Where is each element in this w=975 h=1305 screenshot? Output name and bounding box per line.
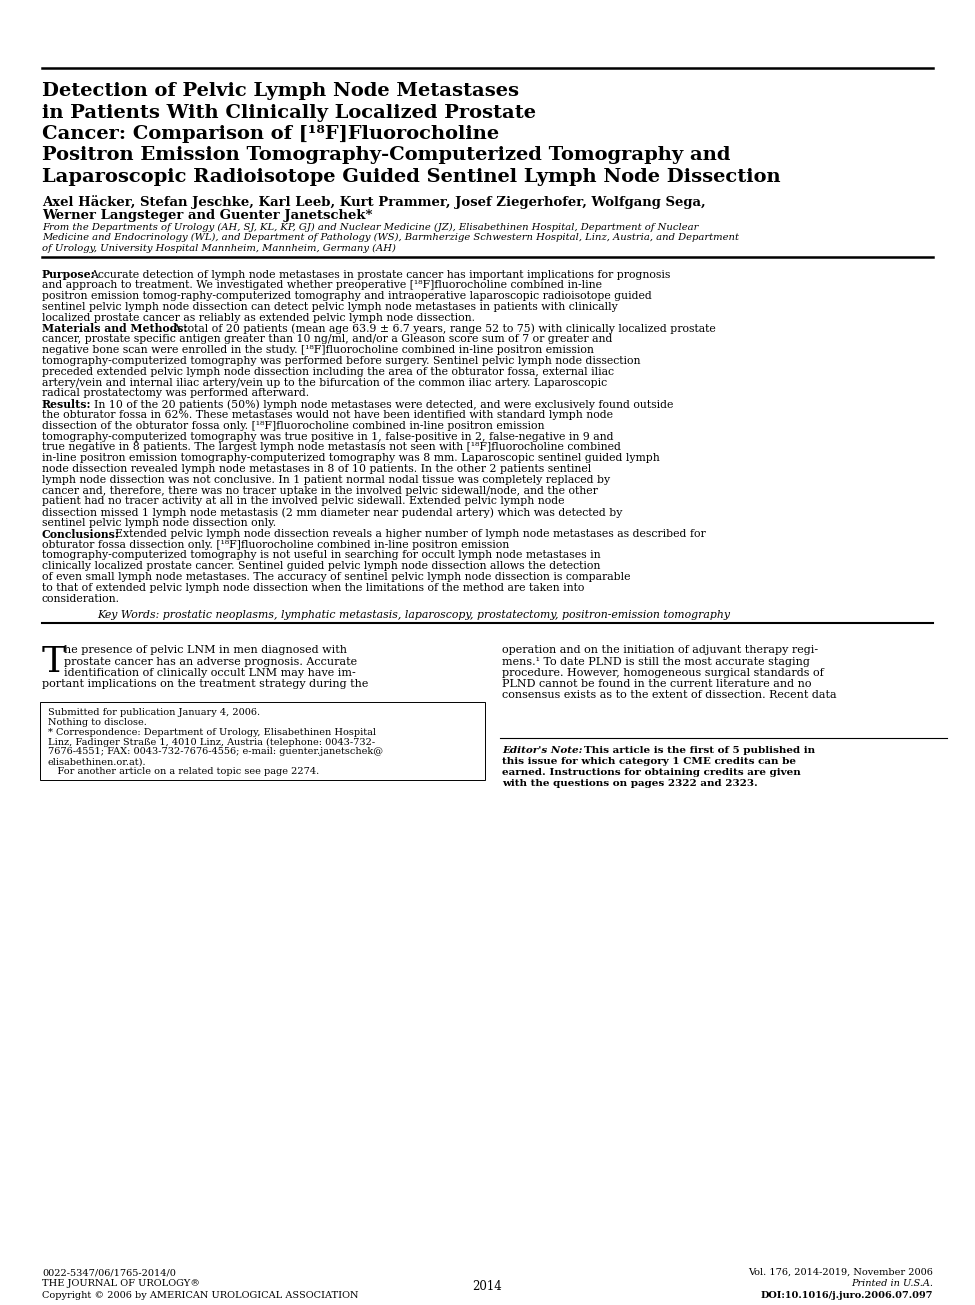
Text: prostate cancer has an adverse prognosis. Accurate: prostate cancer has an adverse prognosis… [64,656,357,667]
Text: 7676-4551; FAX: 0043-732-7676-4556; e-mail: guenter.janetschek@: 7676-4551; FAX: 0043-732-7676-4556; e-ma… [48,748,383,757]
Text: DOI:10.1016/j.juro.2006.07.097: DOI:10.1016/j.juro.2006.07.097 [760,1291,933,1300]
Text: positron emission tomog-raphy-computerized tomography and intraoperative laparos: positron emission tomog-raphy-computeriz… [42,291,651,301]
Text: Positron Emission Tomography-Computerized Tomography and: Positron Emission Tomography-Computerize… [42,146,730,164]
Text: with the questions on pages 2322 and 2323.: with the questions on pages 2322 and 232… [502,779,758,787]
Text: Accurate detection of lymph node metastases in prostate cancer has important imp: Accurate detection of lymph node metasta… [90,270,671,279]
Text: procedure. However, homogeneous surgical standards of: procedure. However, homogeneous surgical… [502,668,824,677]
Text: and approach to treatment. We investigated whether preoperative [¹⁸F]fluorocholi: and approach to treatment. We investigat… [42,281,602,290]
Text: tomography-computerized tomography is not useful in searching for occult lymph n: tomography-computerized tomography is no… [42,551,601,560]
Text: tomography-computerized tomography was true positive in 1, false-positive in 2, : tomography-computerized tomography was t… [42,432,613,441]
Text: preceded extended pelvic lymph node dissection including the area of the obturat: preceded extended pelvic lymph node diss… [42,367,614,377]
Text: Axel Häcker, Stefan Jeschke, Karl Leeb, Kurt Prammer, Josef Ziegerhofer, Wolfgan: Axel Häcker, Stefan Jeschke, Karl Leeb, … [42,196,706,209]
Text: radical prostatectomy was performed afterward.: radical prostatectomy was performed afte… [42,389,309,398]
Bar [40,702,485,780]
Text: Werner Langsteger and Guenter Janetschek*: Werner Langsteger and Guenter Janetschek… [42,209,372,222]
Text: earned. Instructions for obtaining credits are given: earned. Instructions for obtaining credi… [502,767,800,776]
Text: 2014: 2014 [473,1279,502,1292]
Text: of Urology, University Hospital Mannheim, Mannheim, Germany (AH): of Urology, University Hospital Mannheim… [42,244,396,253]
Text: of even small lymph node metastases. The accuracy of sentinel pelvic lymph node : of even small lymph node metastases. The… [42,572,631,582]
Text: A total of 20 patients (mean age 63.9 ± 6.7 years, range 52 to 75) with clinical: A total of 20 patients (mean age 63.9 ± … [172,324,716,334]
Text: In 10 of the 20 patients (50%) lymph node metastases were detected, and were exc: In 10 of the 20 patients (50%) lymph nod… [94,399,674,410]
Text: in Patients With Clinically Localized Prostate: in Patients With Clinically Localized Pr… [42,103,536,121]
Text: operation and on the initiation of adjuvant therapy regi-: operation and on the initiation of adjuv… [502,645,818,655]
Text: this issue for which category 1 CME credits can be: this issue for which category 1 CME cred… [502,757,796,766]
Text: Laparoscopic Radioisotope Guided Sentinel Lymph Node Dissection: Laparoscopic Radioisotope Guided Sentine… [42,168,781,187]
Text: lymph node dissection was not conclusive. In 1 patient normal nodal tissue was c: lymph node dissection was not conclusive… [42,475,610,484]
Text: Purpose:: Purpose: [42,270,96,281]
Text: consideration.: consideration. [42,594,120,603]
Text: cancer and, therefore, there was no tracer uptake in the involved pelvic sidewal: cancer and, therefore, there was no trac… [42,485,598,496]
Text: Printed in U.S.A.: Printed in U.S.A. [851,1279,933,1288]
Text: tomography-computerized tomography was performed before surgery. Sentinel pelvic: tomography-computerized tomography was p… [42,356,641,365]
Text: consensus exists as to the extent of dissection. Recent data: consensus exists as to the extent of dis… [502,690,837,699]
Text: PLND cannot be found in the current literature and no: PLND cannot be found in the current lite… [502,679,811,689]
Text: sentinel pelvic lymph node dissection only.: sentinel pelvic lymph node dissection on… [42,518,276,529]
Text: Copyright © 2006 by AMERICAN UROLOGICAL ASSOCIATION: Copyright © 2006 by AMERICAN UROLOGICAL … [42,1291,359,1300]
Text: mens.¹ To date PLND is still the most accurate staging: mens.¹ To date PLND is still the most ac… [502,656,810,667]
Text: For another article on a related topic see page 2274.: For another article on a related topic s… [48,767,319,776]
Text: Detection of Pelvic Lymph Node Metastases: Detection of Pelvic Lymph Node Metastase… [42,82,519,100]
Text: dissection missed 1 lymph node metastasis (2 mm diameter near pudendal artery) w: dissection missed 1 lymph node metastasi… [42,508,622,518]
Text: Nothing to disclose.: Nothing to disclose. [48,718,147,727]
Text: Materials and Methods:: Materials and Methods: [42,324,187,334]
Text: node dissection revealed lymph node metastases in 8 of 10 patients. In the other: node dissection revealed lymph node meta… [42,463,591,474]
Text: sentinel pelvic lymph node dissection can detect pelvic lymph node metastases in: sentinel pelvic lymph node dissection ca… [42,301,618,312]
Text: localized prostate cancer as reliably as extended pelvic lymph node dissection.: localized prostate cancer as reliably as… [42,313,475,322]
Text: Cancer: Comparison of [¹⁸F]Fluorocholine: Cancer: Comparison of [¹⁸F]Fluorocholine [42,125,499,144]
Text: dissection of the obturator fossa only. [¹⁸F]fluorocholine combined in-line posi: dissection of the obturator fossa only. … [42,420,544,431]
Text: Extended pelvic lymph node dissection reveals a higher number of lymph node meta: Extended pelvic lymph node dissection re… [115,529,706,539]
Text: From the Departments of Urology (AH, SJ, KL, KP, GJ) and Nuclear Medicine (JZ), : From the Departments of Urology (AH, SJ,… [42,222,698,231]
Text: Linz, Fadinger Straße 1, 4010 Linz, Austria (telephone: 0043-732-: Linz, Fadinger Straße 1, 4010 Linz, Aust… [48,737,375,746]
Text: in-line positron emission tomography-computerized tomography was 8 mm. Laparosco: in-line positron emission tomography-com… [42,453,660,463]
Text: obturator fossa dissection only. [¹⁸F]fluorocholine combined in-line positron em: obturator fossa dissection only. [¹⁸F]fl… [42,539,509,549]
Text: Submitted for publication January 4, 2006.: Submitted for publication January 4, 200… [48,709,260,718]
Text: Medicine and Endocrinology (WL), and Department of Pathology (WS), Barmherzige S: Medicine and Endocrinology (WL), and Dep… [42,234,739,243]
Text: negative bone scan were enrolled in the study. [¹⁸F]fluorocholine combined in-li: negative bone scan were enrolled in the … [42,345,594,355]
Text: portant implications on the treatment strategy during the: portant implications on the treatment st… [42,679,369,689]
Text: 0022-5347/06/1765-2014/0: 0022-5347/06/1765-2014/0 [42,1268,176,1278]
Text: Conclusions:: Conclusions: [42,529,120,540]
Text: Results:: Results: [42,399,92,410]
Text: true negative in 8 patients. The largest lymph node metastasis not seen with [¹⁸: true negative in 8 patients. The largest… [42,442,621,453]
Text: T: T [42,645,66,680]
Text: patient had no tracer activity at all in the involved pelvic sidewall. Extended : patient had no tracer activity at all in… [42,496,565,506]
Text: identification of clinically occult LNM may have im-: identification of clinically occult LNM … [64,668,356,677]
Text: clinically localized prostate cancer. Sentinel guided pelvic lymph node dissecti: clinically localized prostate cancer. Se… [42,561,601,572]
Text: the obturator fossa in 62%. These metastases would not have been identified with: the obturator fossa in 62%. These metast… [42,410,613,420]
Text: THE JOURNAL OF UROLOGY®: THE JOURNAL OF UROLOGY® [42,1279,200,1288]
Text: * Correspondence: Department of Urology, Elisabethinen Hospital: * Correspondence: Department of Urology,… [48,728,376,737]
Text: artery/vein and internal iliac artery/vein up to the bifurcation of the common i: artery/vein and internal iliac artery/ve… [42,377,607,388]
Text: This article is the first of 5 published in: This article is the first of 5 published… [584,746,815,756]
Text: to that of extended pelvic lymph node dissection when the limitations of the met: to that of extended pelvic lymph node di… [42,583,584,592]
Text: Vol. 176, 2014-2019, November 2006: Vol. 176, 2014-2019, November 2006 [748,1268,933,1278]
Text: elisabethinen.or.at).: elisabethinen.or.at). [48,757,146,766]
Text: cancer, prostate specific antigen greater than 10 ng/ml, and/or a Gleason score : cancer, prostate specific antigen greate… [42,334,612,345]
Text: Editor's Note:: Editor's Note: [502,746,582,756]
Text: Key Words: prostatic neoplasms, lymphatic metastasis, laparoscopy, prostatectomy: Key Words: prostatic neoplasms, lymphati… [97,611,730,620]
Text: he presence of pelvic LNM in men diagnosed with: he presence of pelvic LNM in men diagnos… [64,645,347,655]
